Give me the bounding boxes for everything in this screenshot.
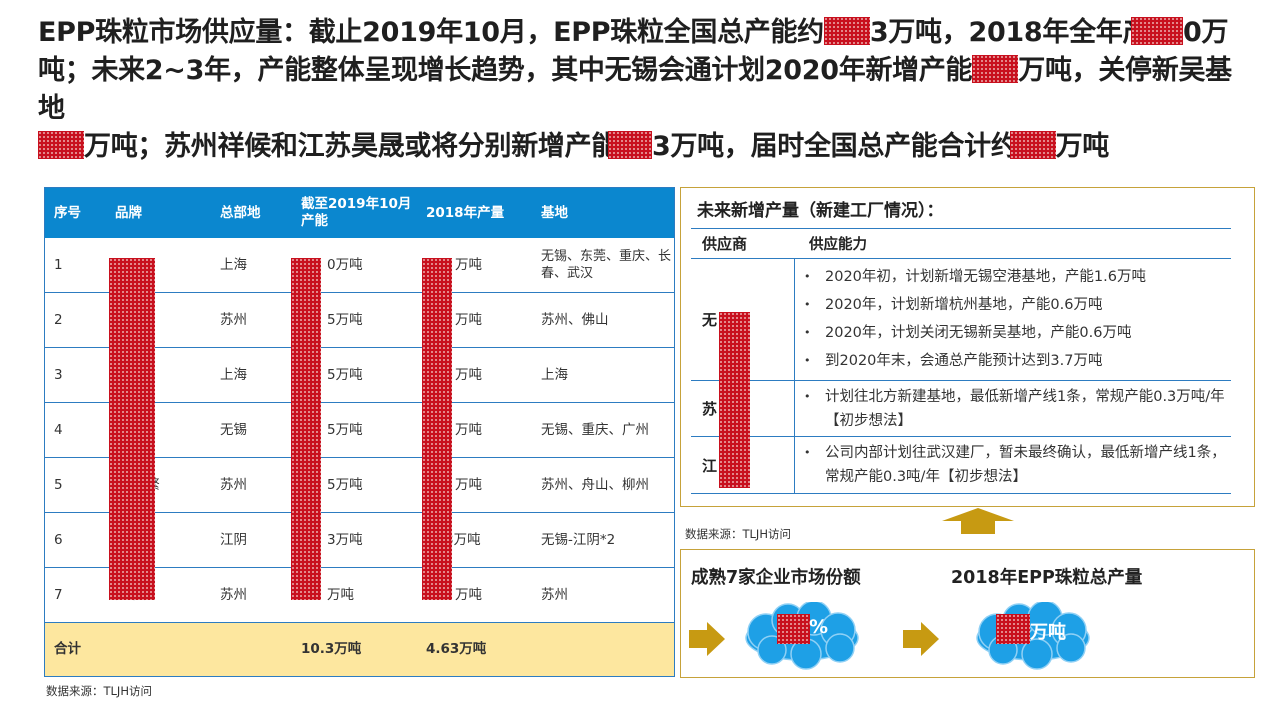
cell-no: 6 [45,512,106,568]
future-capability-cell: 公司内部计划往武汉建厂，暂未最终确认，最低新增产线1条，常规产能0.3吨/年【初… [795,437,1231,493]
cell-base: 上海 [532,347,674,403]
redaction-block [608,130,652,159]
col-header-no: 序号 [45,188,106,238]
redaction-block [823,16,870,45]
future-panel-title: 未来新增产量（新建工厂情况）： [697,201,944,221]
cell-base: 无锡-江阴*2 [532,512,674,568]
headline-part: ：截止2019年10月，EPP珠粒全国总产能约 [282,17,824,48]
up-arrow-icon [942,508,1014,534]
cell-base: 无锡、重庆、广州 [532,402,674,458]
list-item: 2020年，计划关闭无锡新吴基地，产能0.6万吨 [795,319,1231,347]
cell-hq: 苏州 [211,567,292,623]
redaction-column-production [422,258,452,600]
col-header-capacity: 截至2019年10月产能 [292,188,417,238]
cell-hq: 上海 [211,238,292,293]
market-share-title: 成熟7家企业市场份额 [691,568,861,588]
col-header-brand: 品牌 [106,188,211,238]
cell-base: 苏州 [532,567,674,623]
redaction-block [996,614,1030,644]
cell-base: 无锡、东莞、重庆、长春、武汉 [532,238,674,293]
cell-no: 2 [45,292,106,348]
headline-part: 万吨 [1055,131,1110,162]
future-table-header: 供应商 供应能力 [691,228,1231,259]
future-capability-cell: 2020年初，计划新增无锡空港基地，产能1.6万吨 2020年，计划新增杭州基地… [795,259,1231,380]
cell-hq: 苏州 [211,457,292,513]
cell-empty [211,622,292,676]
cell-hq: 无锡 [211,402,292,458]
redaction-block [1009,130,1056,159]
table-total-row: 合计 10.3万吨 4.63万吨 [45,622,674,676]
right-arrow-icon [903,622,939,656]
headline-part: 万吨，关停新吴基地 [38,55,1232,124]
redaction-column-capacity [291,258,321,600]
summary-panel: 成熟7家企业市场份额 2018年EPP珠粒总产量 % 万吨 [680,549,1255,678]
cell-no: 7 [45,567,106,623]
future-capability-cell: 计划往北方新建基地，最低新增产线1条，常规产能0.3万吨/年【初步想法】 [795,381,1231,436]
right-arrow-icon [689,622,725,656]
future-col-supplier: 供应商 [702,235,748,253]
future-list: 2020年初，计划新增无锡空港基地，产能1.6万吨 2020年，计划新增杭州基地… [795,259,1231,379]
source-note-right: 数据来源：TLJH访问 [685,527,791,541]
cell-no: 5 [45,457,106,513]
redaction-block [38,130,84,159]
market-share-suffix: % [809,616,829,638]
headline-part: 3万吨，届时全国总产能合计约 [652,131,1018,162]
total-production-title: 2018年EPP珠粒总产量 [951,568,1143,588]
cell-empty [532,622,674,676]
source-note-left: 数据来源：TLJH访问 [46,684,152,698]
redaction-column-brand [109,258,155,600]
future-list: 计划往北方新建基地，最低新增产线1条，常规产能0.3万吨/年【初步想法】 [795,381,1231,437]
cell-no: 3 [45,347,106,403]
table-row: 1 国 P 上海 0万吨 万吨 无锡、东莞、重庆、长春、武汉 [45,238,674,293]
future-row: 无 通 2020年初，计划新增无锡空港基地，产能1.6万吨 2020年，计划新增… [691,259,1231,381]
col-header-hq: 总部地 [211,188,292,238]
headline-part: 0万吨；未来2~3年，产能整体呈现增长趋势，其中无锡会通计划2020年新增产能 [38,17,1229,86]
total-production-suffix: 万吨 [1030,622,1066,643]
list-item: 公司内部计划往武汉建厂，暂未最终确认，最低新增产线1条，常规产能0.3吨/年【初… [795,441,1231,489]
list-item: 计划往北方新建基地，最低新增产线1条，常规产能0.3万吨/年【初步想法】 [795,385,1231,433]
future-capacity-panel: 未来新增产量（新建工厂情况）： 供应商 供应能力 无 通 2020年初，计划新增… [680,187,1255,507]
redaction-block [972,54,1019,83]
table-header-row: 序号 品牌 总部地 截至2019年10月产能 2018年产量 基地 [45,188,674,238]
future-row: 江 晟 公司内部计划往武汉建厂，暂未最终确认，最低新增产线1条，常规产能0.3吨… [691,437,1231,494]
redaction-column-supplier [719,312,750,488]
col-header-base: 基地 [532,188,674,238]
cell-hq: 苏州 [211,292,292,348]
cell-base: 苏州、舟山、柳州 [532,457,674,513]
cloud-market-share [745,602,859,670]
col-header-production: 2018年产量 [417,188,532,238]
cell-no: 1 [45,238,106,293]
headline-part: 3万吨，2018年全年产量 [869,17,1176,48]
cell-hq: 上海 [211,347,292,403]
future-list: 公司内部计划往武汉建厂，暂未最终确认，最低新增产线1条，常规产能0.3吨/年【初… [795,437,1231,493]
cell-base: 苏州、佛山 [532,292,674,348]
headline: EPP珠粒市场供应量：截止2019年10月，EPP珠粒全国总产能约 3万吨，201… [38,14,1248,166]
future-col-capability: 供应能力 [809,237,867,253]
cell-no: 4 [45,402,106,458]
list-item: 到2020年末，会通总产能预计达到3.7万吨 [795,347,1231,375]
redaction-block [1131,16,1184,45]
future-table: 供应商 供应能力 无 通 2020年初，计划新增无锡空港基地，产能1.6万吨 2… [691,228,1231,494]
cell-total-production: 4.63万吨 [417,622,532,676]
table-row: 3 韩 华 上海 5万吨 万吨 上海 [45,347,674,403]
headline-part: 万吨；苏州祥候和江苏昊晟或将分别新增产能 [84,131,618,162]
future-row: 苏 候 计划往北方新建基地，最低新增产线1条，常规产能0.3万吨/年【初步想法】 [691,381,1231,437]
list-item: 2020年初，计划新增无锡空港基地，产能1.6万吨 [795,263,1231,291]
cell-empty [106,622,211,676]
redaction-block [777,614,810,644]
cell-total-capacity: 10.3万吨 [292,622,417,676]
headline-lead: EPP珠粒市场供应量 [38,17,283,48]
list-item: 2020年，计划新增杭州基地，产能0.6万吨 [795,291,1231,319]
cell-total-label: 合计 [45,622,106,676]
cell-hq: 江阴 [211,512,292,568]
